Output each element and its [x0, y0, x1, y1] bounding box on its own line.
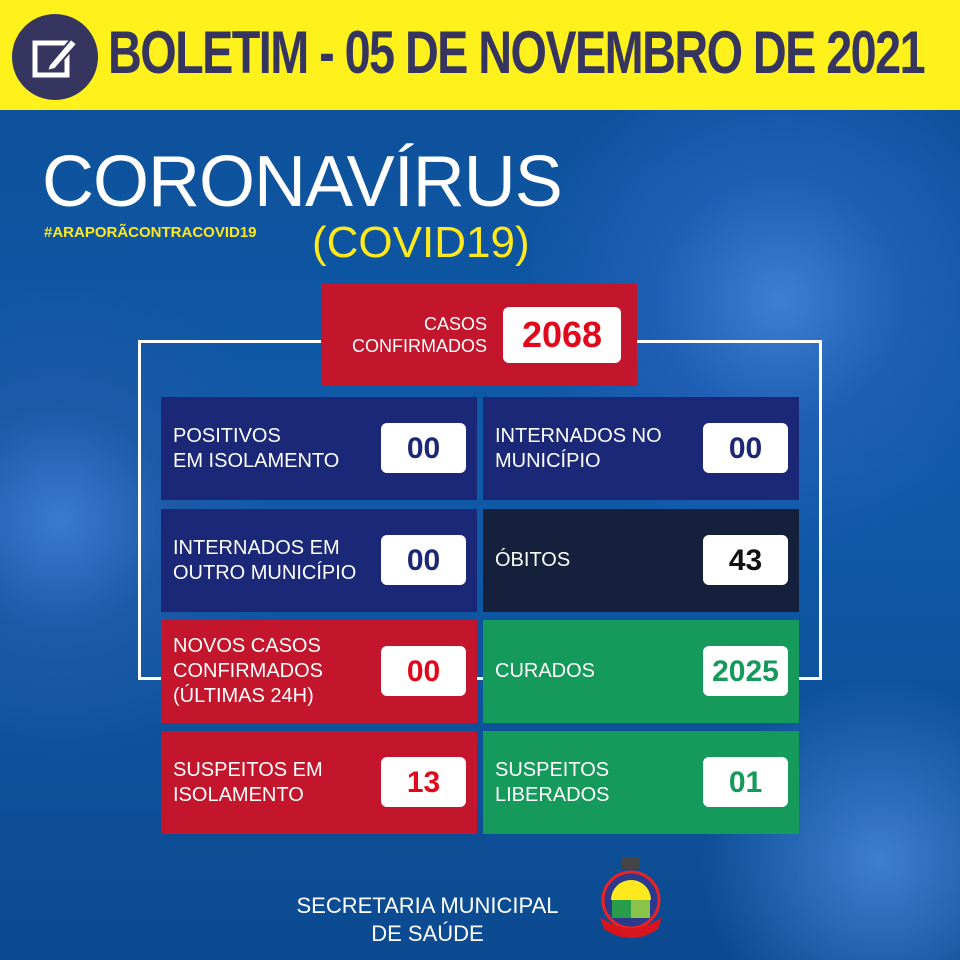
stat-label: SUSPEITOS LIBERADOS: [495, 758, 609, 808]
stat-card: INTERNADOS EM OUTRO MUNICÍPIO 00: [161, 509, 477, 612]
stat-label-line: EM ISOLAMENTO: [173, 449, 340, 472]
stat-label-line: INTERNADOS EM: [173, 536, 340, 559]
hashtag: #ARAPORÃCONTRACOVID19: [44, 224, 257, 241]
stat-value: 2025: [703, 646, 788, 696]
stat-card: SUSPEITOS EM ISOLAMENTO 13: [161, 731, 477, 834]
footer-line-2: DE SAÚDE: [371, 921, 484, 946]
stat-card: NOVOS CASOS CONFIRMADOS (ÚLTIMAS 24H) 00: [161, 620, 477, 723]
bulletin-title: BOLETIM - 05 DE NOVEMBRO DE 2021: [108, 19, 926, 86]
stat-label-line: OUTRO MUNICÍPIO: [173, 561, 357, 584]
stat-label-line: SUSPEITOS: [495, 758, 610, 781]
stat-label: CURADOS: [495, 659, 595, 684]
stat-label-line: ISOLAMENTO: [173, 783, 304, 806]
stat-label-line: POSITIVOS: [173, 424, 281, 447]
stat-label-line: MUNICÍPIO: [495, 449, 601, 472]
confirmed-cases-box: CASOS CONFIRMADOS 2068: [321, 284, 637, 386]
stat-card: SUSPEITOS LIBERADOS 01: [483, 731, 799, 834]
stat-label-line: CURADOS: [495, 660, 596, 682]
confirmed-label-2: CONFIRMADOS: [352, 336, 487, 356]
stat-value: 43: [703, 535, 788, 585]
municipal-crest-logo: [600, 857, 662, 938]
hero-title: CORONAVÍRUS: [42, 142, 563, 222]
stat-label-line: ÓBITOS: [495, 549, 571, 571]
stat-value: 00: [381, 535, 466, 585]
stat-label: INTERNADOS NO MUNICÍPIO: [495, 424, 662, 474]
stat-label: SUSPEITOS EM ISOLAMENTO: [173, 758, 323, 808]
stat-value: 13: [381, 757, 466, 807]
stat-label-line: (ÚLTIMAS 24H): [173, 685, 314, 707]
stat-value: 01: [703, 757, 788, 807]
stat-label: INTERNADOS EM OUTRO MUNICÍPIO: [173, 536, 356, 586]
stat-label-line: SUSPEITOS EM: [173, 758, 323, 781]
header-bar: BOLETIM - 05 DE NOVEMBRO DE 2021: [0, 0, 960, 110]
edit-icon: [12, 14, 98, 100]
stat-value: 00: [381, 646, 466, 696]
stat-label-line: CONFIRMADOS: [173, 660, 323, 682]
stat-label-line: LIBERADOS: [495, 783, 610, 806]
stat-card: INTERNADOS NO MUNICÍPIO 00: [483, 397, 799, 500]
stat-card: CURADOS 2025: [483, 620, 799, 723]
confirmed-label: CASOS: [423, 314, 487, 334]
footer-text: SECRETARIA MUNICIPAL DE SAÚDE: [285, 892, 570, 948]
confirmed-value: 2068: [503, 307, 621, 363]
stat-label-line: INTERNADOS NO: [495, 424, 662, 447]
stat-label: NOVOS CASOS CONFIRMADOS (ÚLTIMAS 24H): [173, 634, 323, 709]
stat-value: 00: [703, 423, 788, 473]
footer-line-1: SECRETARIA MUNICIPAL: [296, 893, 559, 918]
stat-card: POSITIVOS EM ISOLAMENTO 00: [161, 397, 477, 500]
hero-subtitle: (COVID19): [312, 218, 530, 267]
stat-label: ÓBITOS: [495, 548, 570, 573]
stat-value: 00: [381, 423, 466, 473]
stat-label: POSITIVOS EM ISOLAMENTO: [173, 424, 339, 474]
stat-label-line: NOVOS CASOS: [173, 635, 321, 657]
stat-card: ÓBITOS 43: [483, 509, 799, 612]
